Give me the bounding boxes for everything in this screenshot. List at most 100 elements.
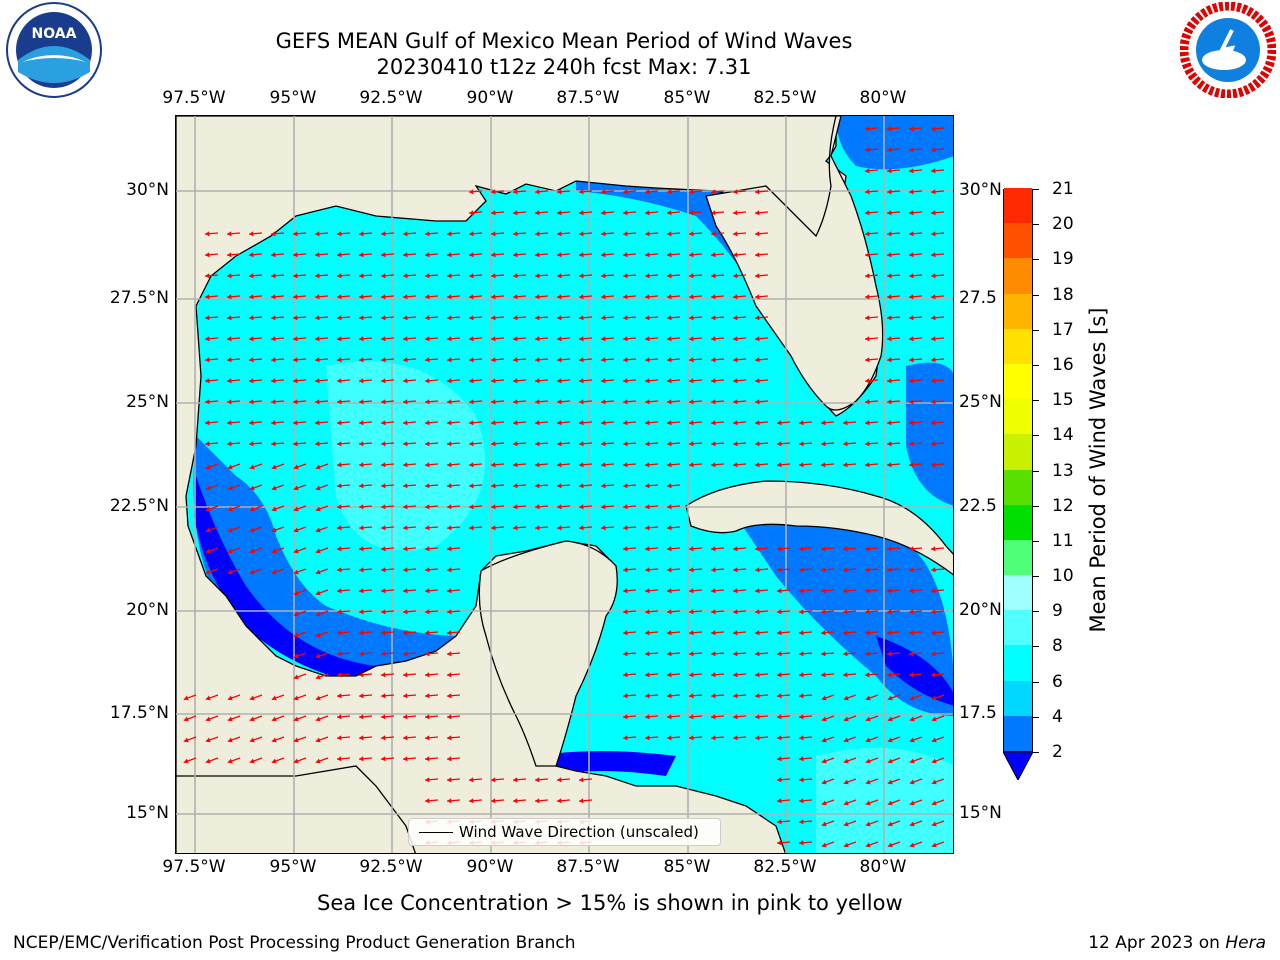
wind-wave-arrowhead xyxy=(623,462,628,468)
wind-wave-arrowhead xyxy=(755,315,760,321)
wind-wave-arrowhead xyxy=(315,758,321,764)
wind-wave-arrowhead xyxy=(887,716,893,722)
wind-wave-arrowhead xyxy=(601,357,606,363)
wind-wave-arrowhead xyxy=(227,527,233,533)
wind-wave-arrowhead xyxy=(755,378,760,384)
wind-wave-arrowhead xyxy=(293,315,298,321)
wind-wave-arrowhead xyxy=(513,420,518,426)
wind-wave-arrowhead xyxy=(579,210,584,216)
wind-wave-arrowhead xyxy=(249,485,255,491)
wind-wave-arrowhead xyxy=(909,357,914,363)
wind-wave-arrowhead xyxy=(381,609,386,615)
wind-wave-arrowhead xyxy=(931,609,936,615)
wind-wave-arrowhead xyxy=(689,294,694,300)
wind-wave-arrowhead xyxy=(887,420,892,426)
wind-wave-arrowhead xyxy=(623,588,628,594)
wind-wave-arrowhead xyxy=(645,462,650,468)
wind-wave-arrowhead xyxy=(821,821,827,827)
host-name: Hera xyxy=(1225,933,1266,953)
lon-tick-label: 90°W xyxy=(466,88,514,108)
wind-wave-arrowhead xyxy=(865,758,871,764)
wind-wave-arrowhead xyxy=(667,189,672,195)
wind-wave-arrowhead xyxy=(447,399,452,405)
wind-wave-arrowhead xyxy=(337,378,342,384)
wind-wave-arrowhead xyxy=(293,695,299,701)
colorbar-segment xyxy=(1004,363,1032,400)
wind-wave-arrowhead xyxy=(227,294,232,300)
wind-wave-arrowhead xyxy=(667,462,672,468)
wind-wave-arrowhead xyxy=(755,672,760,678)
wind-wave-arrowhead xyxy=(381,483,386,489)
wind-wave-arrowhead xyxy=(557,357,562,363)
wind-wave-arrowhead xyxy=(359,756,364,762)
wind-wave-arrowhead xyxy=(821,737,827,743)
colorbar-tick-mark xyxy=(1033,716,1039,718)
wind-wave-arrowhead xyxy=(535,315,540,321)
wind-wave-arrowhead xyxy=(579,399,584,405)
wind-wave-arrowhead xyxy=(205,464,211,470)
wind-wave-arrowhead xyxy=(403,735,408,741)
wind-wave-arrowhead xyxy=(711,189,716,195)
lon-tick-label: 80°W xyxy=(859,857,907,877)
colorbar-tick-label: 2 xyxy=(1052,742,1063,762)
wind-wave-arrowhead xyxy=(711,357,716,363)
colorbar-segment xyxy=(1004,644,1032,681)
map-legend: Wind Wave Direction (unscaled) xyxy=(408,818,721,846)
wind-wave-arrowhead xyxy=(689,714,694,720)
wind-wave-arrowhead xyxy=(777,756,782,762)
wind-wave-arrowhead xyxy=(645,399,650,405)
colorbar-tick-label: 6 xyxy=(1052,671,1063,692)
wind-wave-arrowhead xyxy=(887,567,892,573)
wind-wave-arrowhead xyxy=(381,420,386,426)
wind-wave-arrowhead xyxy=(337,504,342,510)
wind-wave-arrowhead xyxy=(931,800,937,806)
wind-wave-arrowhead xyxy=(447,420,452,426)
wind-wave-arrowhead xyxy=(315,590,321,596)
wind-wave-arrowhead xyxy=(843,716,849,722)
wind-wave-arrowhead xyxy=(777,630,782,636)
wind-wave-arrowhead xyxy=(733,714,738,720)
wind-wave-arrowhead xyxy=(293,548,299,554)
wind-wave-arrowhead xyxy=(425,483,430,489)
wind-wave-arrowhead xyxy=(931,189,936,195)
wind-wave-arrowhead xyxy=(205,506,211,512)
wind-wave-arrowhead xyxy=(293,231,298,237)
wind-wave-arrowhead xyxy=(667,399,672,405)
wind-wave-arrowhead xyxy=(645,609,650,615)
wind-wave-arrowhead xyxy=(843,737,849,743)
wind-wave-arrowhead xyxy=(535,252,540,258)
wind-wave-arrowhead xyxy=(491,462,496,468)
wind-wave-arrowhead xyxy=(425,273,430,279)
wind-wave-arrowhead xyxy=(271,399,276,405)
wind-wave-arrowhead xyxy=(359,315,364,321)
wind-wave-arrowhead xyxy=(887,630,892,636)
wind-wave-arrowhead xyxy=(205,485,211,491)
wind-wave-arrowhead xyxy=(733,420,738,426)
wind-wave-arrowhead xyxy=(689,567,694,573)
wind-wave-arrowhead xyxy=(425,756,430,762)
wind-wave-arrowhead xyxy=(249,357,254,363)
wind-wave-arrowhead xyxy=(843,758,849,764)
wind-wave-arrowhead xyxy=(887,147,892,153)
wind-wave-arrowhead xyxy=(777,420,782,426)
wind-wave-arrowhead xyxy=(667,357,672,363)
wind-wave-arrowhead xyxy=(469,798,474,804)
wind-wave-arrowhead xyxy=(579,420,584,426)
colorbar-segment xyxy=(1004,187,1032,224)
colorbar-segment xyxy=(1004,574,1032,611)
wind-wave-arrowhead xyxy=(403,630,408,636)
wind-wave-arrowhead xyxy=(799,672,804,678)
wind-wave-arrowhead xyxy=(557,798,562,804)
wind-wave-arrowhead xyxy=(227,315,232,321)
wind-wave-arrowhead xyxy=(337,567,342,573)
wind-wave-arrowhead xyxy=(183,716,189,722)
wind-wave-arrowhead xyxy=(645,294,650,300)
wind-wave-arrowhead xyxy=(689,651,694,657)
wind-wave-arrowhead xyxy=(183,758,189,764)
wind-wave-arrowhead xyxy=(755,546,760,552)
wind-wave-arrowhead xyxy=(425,630,430,636)
wind-wave-arrowhead xyxy=(557,462,562,468)
wind-wave-arrowhead xyxy=(579,336,584,342)
wind-wave-arrowhead xyxy=(865,168,870,174)
wind-wave-arrowhead xyxy=(293,506,299,512)
